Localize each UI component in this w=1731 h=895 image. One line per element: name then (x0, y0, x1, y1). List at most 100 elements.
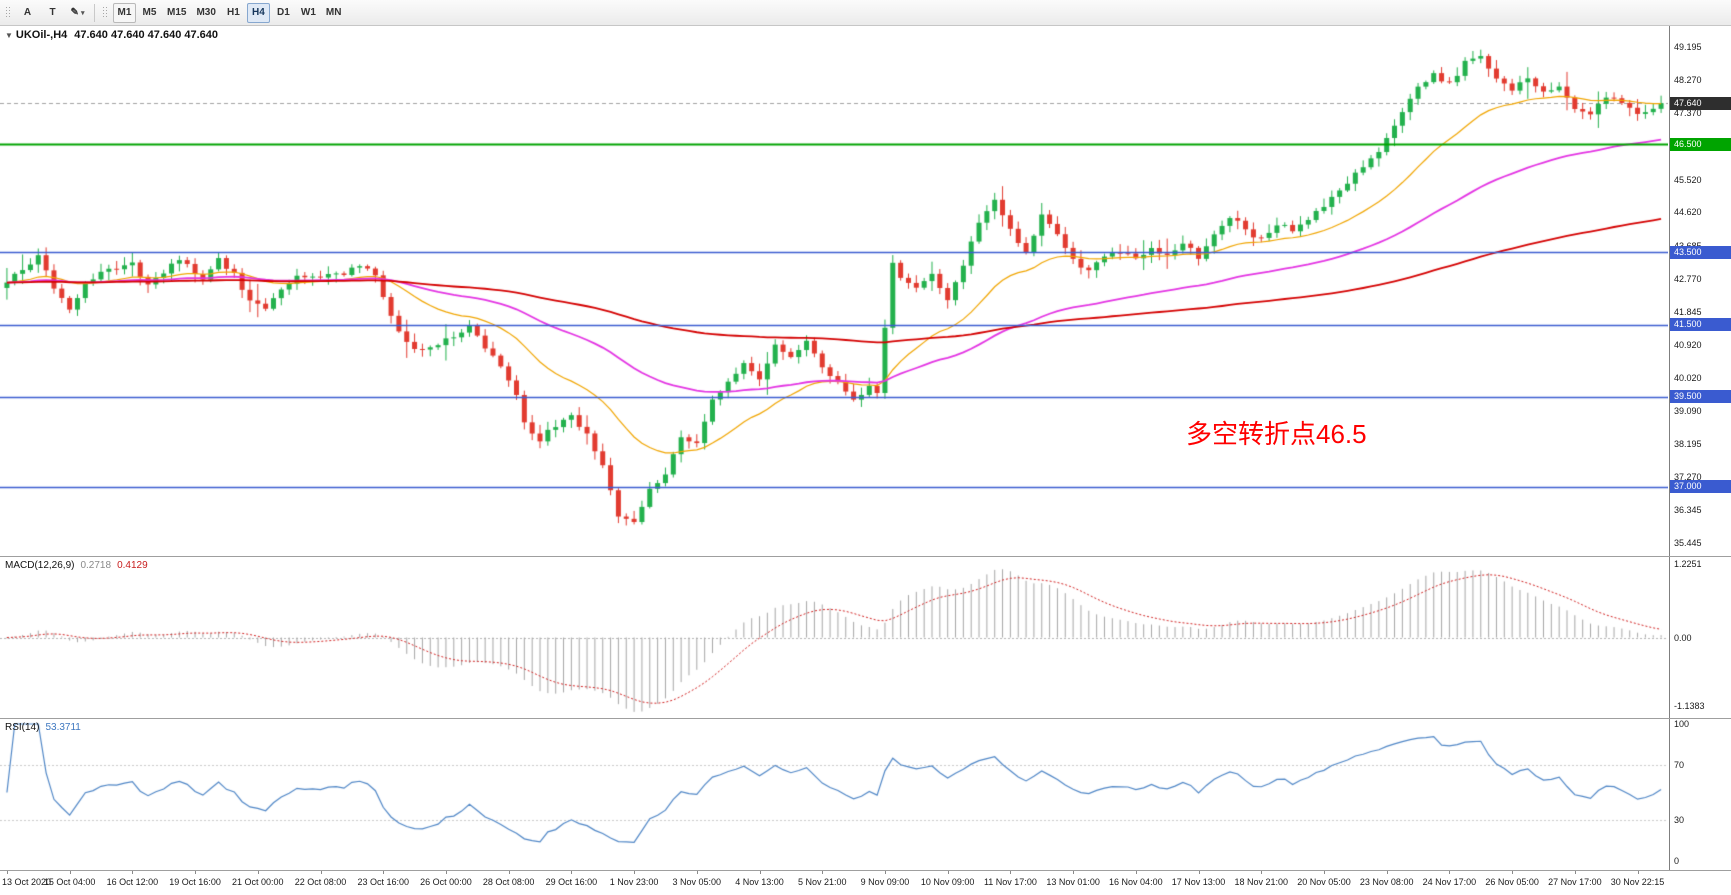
time-label: 15 Oct 04:00 (43, 877, 96, 887)
axis-label: 100 (1674, 719, 1690, 729)
timeframe-button-mn[interactable]: MN (325, 7, 342, 18)
time-tick (258, 871, 259, 874)
axis-label: 49.195 (1674, 42, 1702, 53)
time-tick (1512, 871, 1513, 874)
price-tag: 46.500 (1670, 137, 1731, 151)
time-label: 11 Nov 17:00 (983, 877, 1037, 887)
time-tick (885, 871, 886, 874)
timeframe-button-d1[interactable]: D1 (277, 7, 290, 18)
time-tick (1449, 871, 1450, 874)
time-label: 17 Nov 13:00 (1171, 877, 1226, 887)
time-tick (948, 871, 949, 874)
macd-main-value: 0.2718 (80, 560, 112, 571)
macd-label: MACD(12,26,9) 0.2718 0.4129 (5, 560, 148, 571)
macd-pane: 1.2251 0.00 -1.1383 MACD(12,26,9) 0.2718 0.4… (0, 557, 1731, 719)
time-tick (1638, 871, 1639, 874)
price-tag: 41.500 (1670, 318, 1731, 332)
axis-label: 42.770 (1674, 273, 1702, 284)
price-axis[interactable]: 49.195 48.270 47.370 45.520 44.620 43.685 42.7… (1669, 26, 1731, 556)
time-label: 9 Nov 09:00 (860, 877, 910, 887)
timeframe-button-m1[interactable]: M1 (113, 2, 136, 23)
time-label: 24 Nov 17:00 (1422, 877, 1477, 887)
time-label: 29 Oct 16:00 (545, 877, 598, 887)
macd-canvas[interactable] (0, 557, 1668, 718)
time-label: 13 Oct 2020 (2, 877, 52, 887)
timeframe-button-m5[interactable]: M5 (142, 7, 157, 18)
rsi-value: 53.3711 (45, 722, 81, 733)
time-label: 18 Nov 21:00 (1234, 877, 1289, 887)
ohlc-quote: 47.640 47.640 47.640 47.640 (74, 29, 219, 41)
time-tick (760, 871, 761, 874)
axis-label: -1.1383 (1674, 700, 1705, 711)
time-label: 22 Oct 08:00 (294, 877, 347, 887)
time-tick (1073, 871, 1074, 874)
arrow-tool-button[interactable]: A (23, 7, 32, 18)
time-tick (571, 871, 572, 874)
axis-label: 47.370 (1674, 107, 1702, 118)
axis-label: 30 (1674, 814, 1685, 825)
macd-axis[interactable]: 1.2251 0.00 -1.1383 (1669, 557, 1731, 718)
symbol-period-label: UKOil-,H4 (15, 29, 68, 41)
time-tick (70, 871, 71, 874)
axis-label: 48.270 (1674, 75, 1702, 86)
time-tick (1575, 871, 1576, 874)
collapse-icon[interactable]: ▼ (5, 31, 13, 40)
time-tick (195, 871, 196, 874)
timeframe-button-h1[interactable]: H1 (227, 7, 240, 18)
rsi-pane: 100 70 30 0 RSI(14) 53.3711 (0, 719, 1731, 871)
price-tag: 37.000 (1670, 480, 1731, 494)
time-tick (1010, 871, 1011, 874)
time-tick (822, 871, 823, 874)
axis-label: 44.620 (1674, 207, 1702, 218)
time-tick (383, 871, 384, 874)
chart-title: ▼ UKOil-,H4 47.640 47.640 47.640 47.640 (5, 29, 218, 41)
timeframe-button-m30[interactable]: M30 (196, 7, 216, 18)
price-pane: 49.195 48.270 47.370 45.520 44.620 43.685 42.7… (0, 26, 1731, 557)
axis-label: 0.00 (1674, 632, 1692, 643)
axis-label: 40.020 (1674, 372, 1702, 383)
time-label: 16 Oct 12:00 (106, 877, 159, 887)
rsi-axis[interactable]: 100 70 30 0 (1669, 719, 1731, 870)
price-chart-canvas[interactable] (0, 26, 1668, 556)
toolbar-grip[interactable] (5, 4, 12, 21)
dropdown-caret-icon: ▾ (80, 9, 85, 17)
timeframe-button-h4[interactable]: H4 (246, 2, 270, 23)
time-tick (634, 871, 635, 874)
rsi-name: RSI(14) (5, 722, 40, 733)
axis-label: 39.090 (1674, 406, 1702, 417)
time-label: 30 Nov 22:15 (1610, 877, 1665, 887)
time-tick (1324, 871, 1325, 874)
axis-label: 38.195 (1674, 438, 1702, 449)
time-tick (1199, 871, 1200, 874)
axis-label: 45.520 (1674, 174, 1702, 185)
axis-label: 70 (1674, 760, 1685, 771)
tool-button-group: A T ✎ ▾ (15, 3, 90, 23)
timeframe-button-w1[interactable]: W1 (300, 7, 316, 18)
time-label: 3 Nov 05:00 (672, 877, 722, 887)
timeframe-button-group: M1 M5 M15 M30 H1 H4 D1 W1 MN (112, 2, 346, 23)
axis-label: 43.685 (1674, 240, 1702, 252)
time-tick (509, 871, 510, 874)
time-axis[interactable]: 13 Oct 2020 15 Oct 04:00 16 Oct 12:00 19 Oc… (0, 871, 1731, 895)
rsi-canvas[interactable] (0, 719, 1668, 870)
time-label: 27 Nov 17:00 (1548, 877, 1602, 887)
time-tick (1261, 871, 1262, 874)
time-tick (1136, 871, 1137, 874)
annotation-text[interactable]: 多空转折点46.5 (1186, 419, 1367, 449)
toolbar-separator (94, 3, 95, 22)
rsi-label: RSI(14) 53.3711 (5, 722, 81, 733)
time-label: 4 Nov 13:00 (735, 877, 784, 887)
axis-label: 37.270 (1674, 472, 1702, 483)
price-tag: 39.500 (1670, 390, 1731, 404)
time-label: 21 Oct 00:00 (232, 877, 284, 887)
time-label: 26 Oct 00:00 (420, 877, 472, 887)
time-tick (446, 871, 447, 874)
timeframe-toolbar-grip[interactable] (102, 4, 109, 21)
time-label: 26 Nov 05:00 (1485, 877, 1539, 887)
timeframe-button-m15[interactable]: M15 (167, 7, 187, 18)
draw-tool-button[interactable]: ✎ ▾ (70, 7, 85, 18)
time-label: 1 Nov 23:00 (609, 877, 659, 887)
time-label: 16 Nov 04:00 (1109, 877, 1163, 887)
text-tool-button[interactable]: T (49, 7, 56, 18)
